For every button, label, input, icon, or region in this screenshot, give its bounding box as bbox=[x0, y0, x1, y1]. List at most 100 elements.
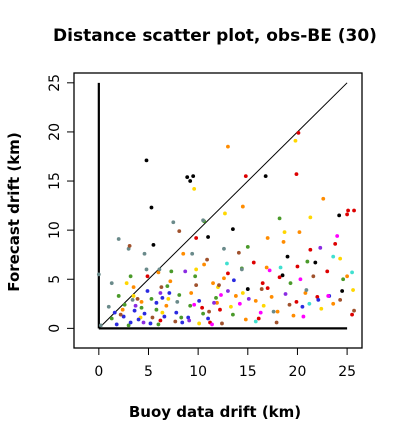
data-point bbox=[274, 320, 279, 325]
data-point bbox=[133, 303, 138, 308]
data-point bbox=[226, 289, 230, 293]
data-point bbox=[296, 131, 301, 135]
data-point bbox=[275, 309, 280, 314]
chart-title: Distance scatter plot, obs-BE (30) bbox=[53, 26, 377, 46]
data-point bbox=[308, 247, 313, 252]
data-point bbox=[293, 138, 298, 143]
data-points bbox=[96, 131, 356, 328]
data-point bbox=[230, 312, 235, 317]
data-point bbox=[229, 304, 233, 309]
data-point bbox=[116, 294, 121, 298]
data-point bbox=[335, 234, 340, 238]
data-point bbox=[237, 301, 242, 306]
data-point bbox=[139, 305, 144, 310]
data-point bbox=[162, 314, 167, 319]
data-point bbox=[218, 307, 222, 312]
data-point bbox=[222, 276, 226, 281]
data-point bbox=[98, 323, 103, 328]
data-point bbox=[194, 267, 199, 272]
data-point bbox=[160, 296, 165, 300]
data-point bbox=[345, 212, 350, 217]
data-point bbox=[261, 303, 266, 308]
data-point bbox=[122, 302, 127, 307]
data-point bbox=[166, 296, 171, 301]
data-point bbox=[281, 240, 286, 244]
data-point bbox=[120, 307, 125, 312]
data-point bbox=[202, 262, 206, 267]
data-point bbox=[151, 242, 156, 247]
x-tick-label: 25 bbox=[338, 364, 356, 380]
y-tick-label: 25 bbox=[47, 74, 63, 92]
y-tick-label: 10 bbox=[47, 221, 63, 239]
data-point bbox=[295, 264, 300, 269]
data-point bbox=[282, 230, 287, 235]
data-point bbox=[128, 320, 133, 325]
data-point bbox=[175, 299, 180, 304]
data-point bbox=[128, 274, 133, 279]
data-point bbox=[245, 287, 250, 291]
data-point bbox=[189, 291, 194, 295]
data-point bbox=[350, 312, 354, 317]
data-point bbox=[159, 285, 164, 290]
y-tick-label: 0 bbox=[47, 324, 63, 333]
data-point bbox=[243, 317, 248, 322]
data-point bbox=[316, 297, 321, 302]
data-point bbox=[350, 270, 354, 275]
data-point bbox=[265, 286, 270, 290]
data-point bbox=[145, 289, 150, 293]
data-point bbox=[201, 311, 206, 316]
data-point bbox=[352, 308, 356, 313]
data-point bbox=[236, 250, 241, 255]
data-point bbox=[205, 257, 209, 262]
x-tick-label: 15 bbox=[239, 364, 257, 380]
data-point bbox=[230, 227, 235, 232]
data-point bbox=[253, 298, 258, 303]
data-point bbox=[277, 216, 282, 221]
data-point bbox=[181, 251, 186, 256]
data-point bbox=[154, 300, 159, 305]
data-point bbox=[277, 275, 282, 280]
data-point bbox=[243, 174, 248, 179]
data-point bbox=[206, 235, 210, 239]
data-point bbox=[150, 315, 155, 320]
data-point bbox=[226, 271, 230, 276]
data-point bbox=[294, 299, 299, 304]
data-point bbox=[149, 205, 154, 210]
data-point bbox=[174, 310, 179, 315]
data-point bbox=[301, 314, 306, 319]
data-point bbox=[304, 288, 309, 292]
data-point bbox=[346, 208, 350, 213]
data-point bbox=[259, 287, 264, 291]
data-point bbox=[126, 323, 131, 328]
data-point bbox=[192, 186, 197, 191]
data-point bbox=[206, 316, 210, 321]
data-point bbox=[187, 318, 192, 323]
data-point bbox=[300, 304, 305, 309]
data-point bbox=[121, 314, 126, 319]
data-point bbox=[326, 294, 331, 298]
data-point bbox=[263, 174, 268, 179]
data-point bbox=[338, 297, 343, 302]
data-point bbox=[351, 288, 355, 292]
data-point bbox=[167, 291, 172, 295]
diagonal-line bbox=[98, 82, 348, 329]
y-tick-label: 15 bbox=[47, 172, 63, 190]
data-point bbox=[298, 277, 303, 282]
data-point bbox=[245, 244, 250, 249]
data-point bbox=[222, 246, 226, 251]
data-point bbox=[124, 281, 129, 286]
data-point bbox=[136, 317, 141, 322]
data-point bbox=[112, 310, 117, 315]
data-point bbox=[130, 297, 135, 302]
data-point bbox=[246, 296, 251, 301]
data-point bbox=[142, 251, 147, 256]
data-point bbox=[321, 196, 326, 201]
data-point bbox=[311, 274, 316, 279]
data-point bbox=[132, 308, 137, 313]
data-point bbox=[352, 208, 356, 213]
data-point bbox=[131, 285, 136, 290]
data-point bbox=[188, 179, 193, 183]
data-point bbox=[179, 315, 184, 320]
data-point bbox=[185, 175, 190, 180]
